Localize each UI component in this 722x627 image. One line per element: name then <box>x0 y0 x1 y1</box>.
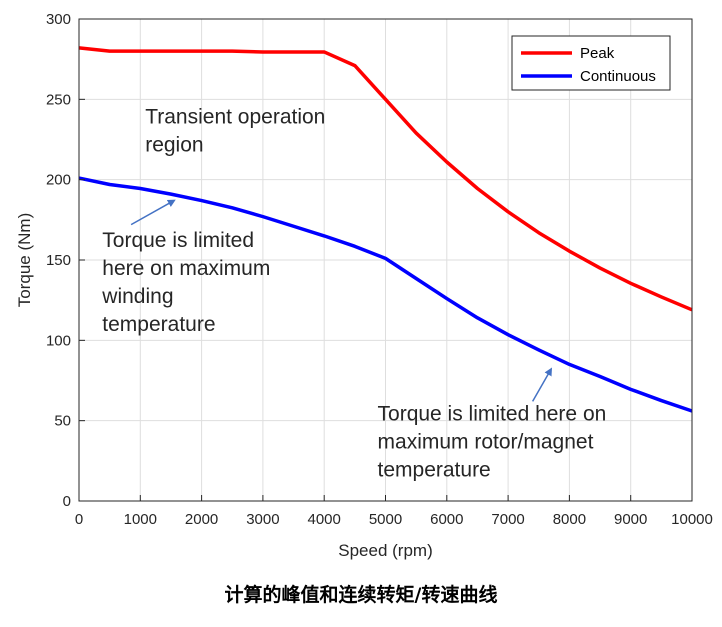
annotation-arrow-2 <box>531 367 553 402</box>
y-tick-label: 100 <box>46 332 71 349</box>
x-tick-label: 1000 <box>124 511 157 528</box>
annotation-line: Torque is limited here on <box>378 403 607 426</box>
axis-ticks: 0 1000 2000 3000 4000 5000 6000 7000 8000 9000 100… <box>46 11 713 528</box>
legend-label-peak: Peak <box>580 45 615 62</box>
annotation-text-2: Torque is limited here on maximum winding t… <box>101 229 270 336</box>
annotation-line: maximum rotor/magnet <box>378 431 594 454</box>
x-axis-title: Speed (rpm) <box>338 541 432 560</box>
x-tick-label: 7000 <box>491 511 524 528</box>
torque-speed-chart: 0 1000 2000 3000 4000 5000 6000 7000 8000 9000 100… <box>15 11 713 560</box>
legend-label-continuous: Continuous <box>580 68 656 85</box>
x-tick-label: 3000 <box>246 511 279 528</box>
annotation-line: Transient operation <box>145 105 325 128</box>
x-tick-label: 2000 <box>185 511 218 528</box>
x-tick-label: 0 <box>75 511 83 528</box>
annotation-line: here on maximum <box>102 257 270 280</box>
legend: Peak Continuous <box>511 35 671 91</box>
annotation-line: winding <box>101 285 173 308</box>
y-axis-title: Torque (Nm) <box>15 213 34 307</box>
y-tick-label: 0 <box>63 493 71 510</box>
series-line-peak <box>78 46 693 312</box>
y-tick-label: 300 <box>46 11 71 28</box>
legend-box <box>511 35 671 91</box>
annotations: Transient operation region Torque is limit… <box>101 105 606 481</box>
y-tick-label: 150 <box>46 252 71 269</box>
x-tick-label: 10000 <box>671 511 713 528</box>
annotation-text-1: Transient operation region <box>145 105 325 156</box>
y-tick-label: 250 <box>46 91 71 108</box>
annotation-line: region <box>145 133 203 156</box>
y-tick-label: 200 <box>46 172 71 189</box>
x-tick-label: 8000 <box>553 511 586 528</box>
series-lines <box>78 46 693 413</box>
x-tick-label: 9000 <box>614 511 647 528</box>
figure-caption: 计算的峰值和连续转矩/转速曲线 <box>224 584 498 606</box>
annotation-text-3: Torque is limited here on maximum rotor/m… <box>378 403 607 482</box>
x-tick-label: 4000 <box>308 511 341 528</box>
x-tick-label: 6000 <box>430 511 463 528</box>
y-tick-label: 50 <box>54 413 71 430</box>
annotation-line: Torque is limited <box>102 229 254 252</box>
annotation-arrow-1 <box>130 199 176 226</box>
x-tick-label: 5000 <box>369 511 402 528</box>
annotation-line: temperature <box>378 459 491 482</box>
annotation-line: temperature <box>102 313 215 336</box>
series-line-continuous <box>78 176 693 413</box>
